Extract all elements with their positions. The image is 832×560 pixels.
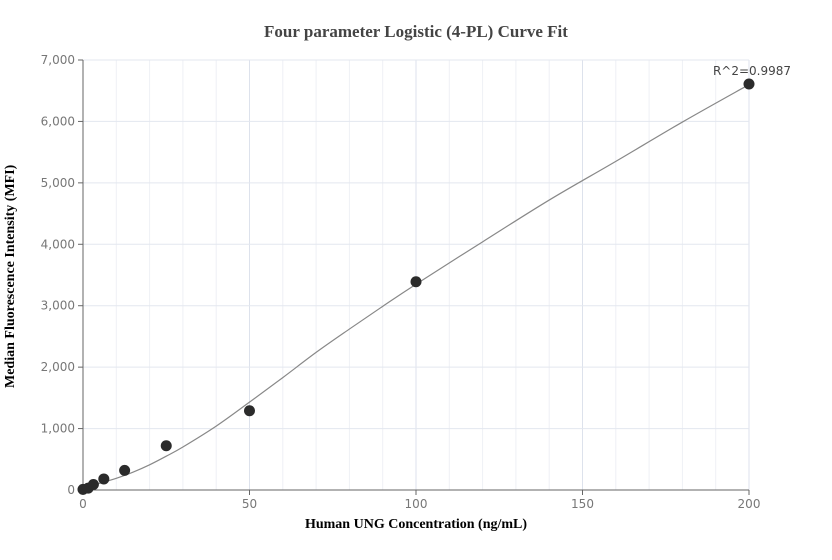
data-point <box>743 78 755 90</box>
x-tick-label: 0 <box>79 497 87 511</box>
y-tick-label: 6,000 <box>41 114 75 128</box>
x-axis-title: Human UNG Concentration (ng/mL) <box>304 517 528 532</box>
y-tick-label: 3,000 <box>41 299 75 313</box>
tick-labels: 0 1,000 2,000 3,000 4,000 5,000 6,000 7,000 0 50 1… <box>41 53 761 511</box>
x-tick-label: 200 <box>738 497 761 511</box>
y-tick-label: 2,000 <box>41 360 75 374</box>
data-point <box>119 464 131 476</box>
data-point <box>244 405 255 417</box>
r-squared-annotation: R^2=0.9987 <box>713 64 791 78</box>
y-tick-label: 1,000 <box>41 422 75 436</box>
gridlines <box>83 59 750 490</box>
fit-curve <box>82 84 750 489</box>
annotations: R^2=0.9987 <box>713 64 791 78</box>
data-point <box>160 440 172 452</box>
data-point <box>410 276 422 288</box>
fit-line <box>82 84 750 489</box>
y-tick-label: 0 <box>67 483 75 497</box>
y-tick-label: 7,000 <box>41 53 75 67</box>
y-axis-title: Median Fluorescence Intensity (MFI) <box>3 164 18 388</box>
data-points <box>77 78 755 495</box>
y-tick-label: 5,000 <box>41 176 75 190</box>
x-tick-label: 50 <box>242 497 257 511</box>
x-tick-label: 150 <box>571 497 594 511</box>
data-point <box>87 478 99 490</box>
y-tick-label: 4,000 <box>41 237 75 251</box>
x-tick-label: 100 <box>405 497 428 511</box>
chart-title: Four parameter Logistic (4-PL) Curve Fit <box>264 22 568 41</box>
data-point <box>98 473 110 485</box>
